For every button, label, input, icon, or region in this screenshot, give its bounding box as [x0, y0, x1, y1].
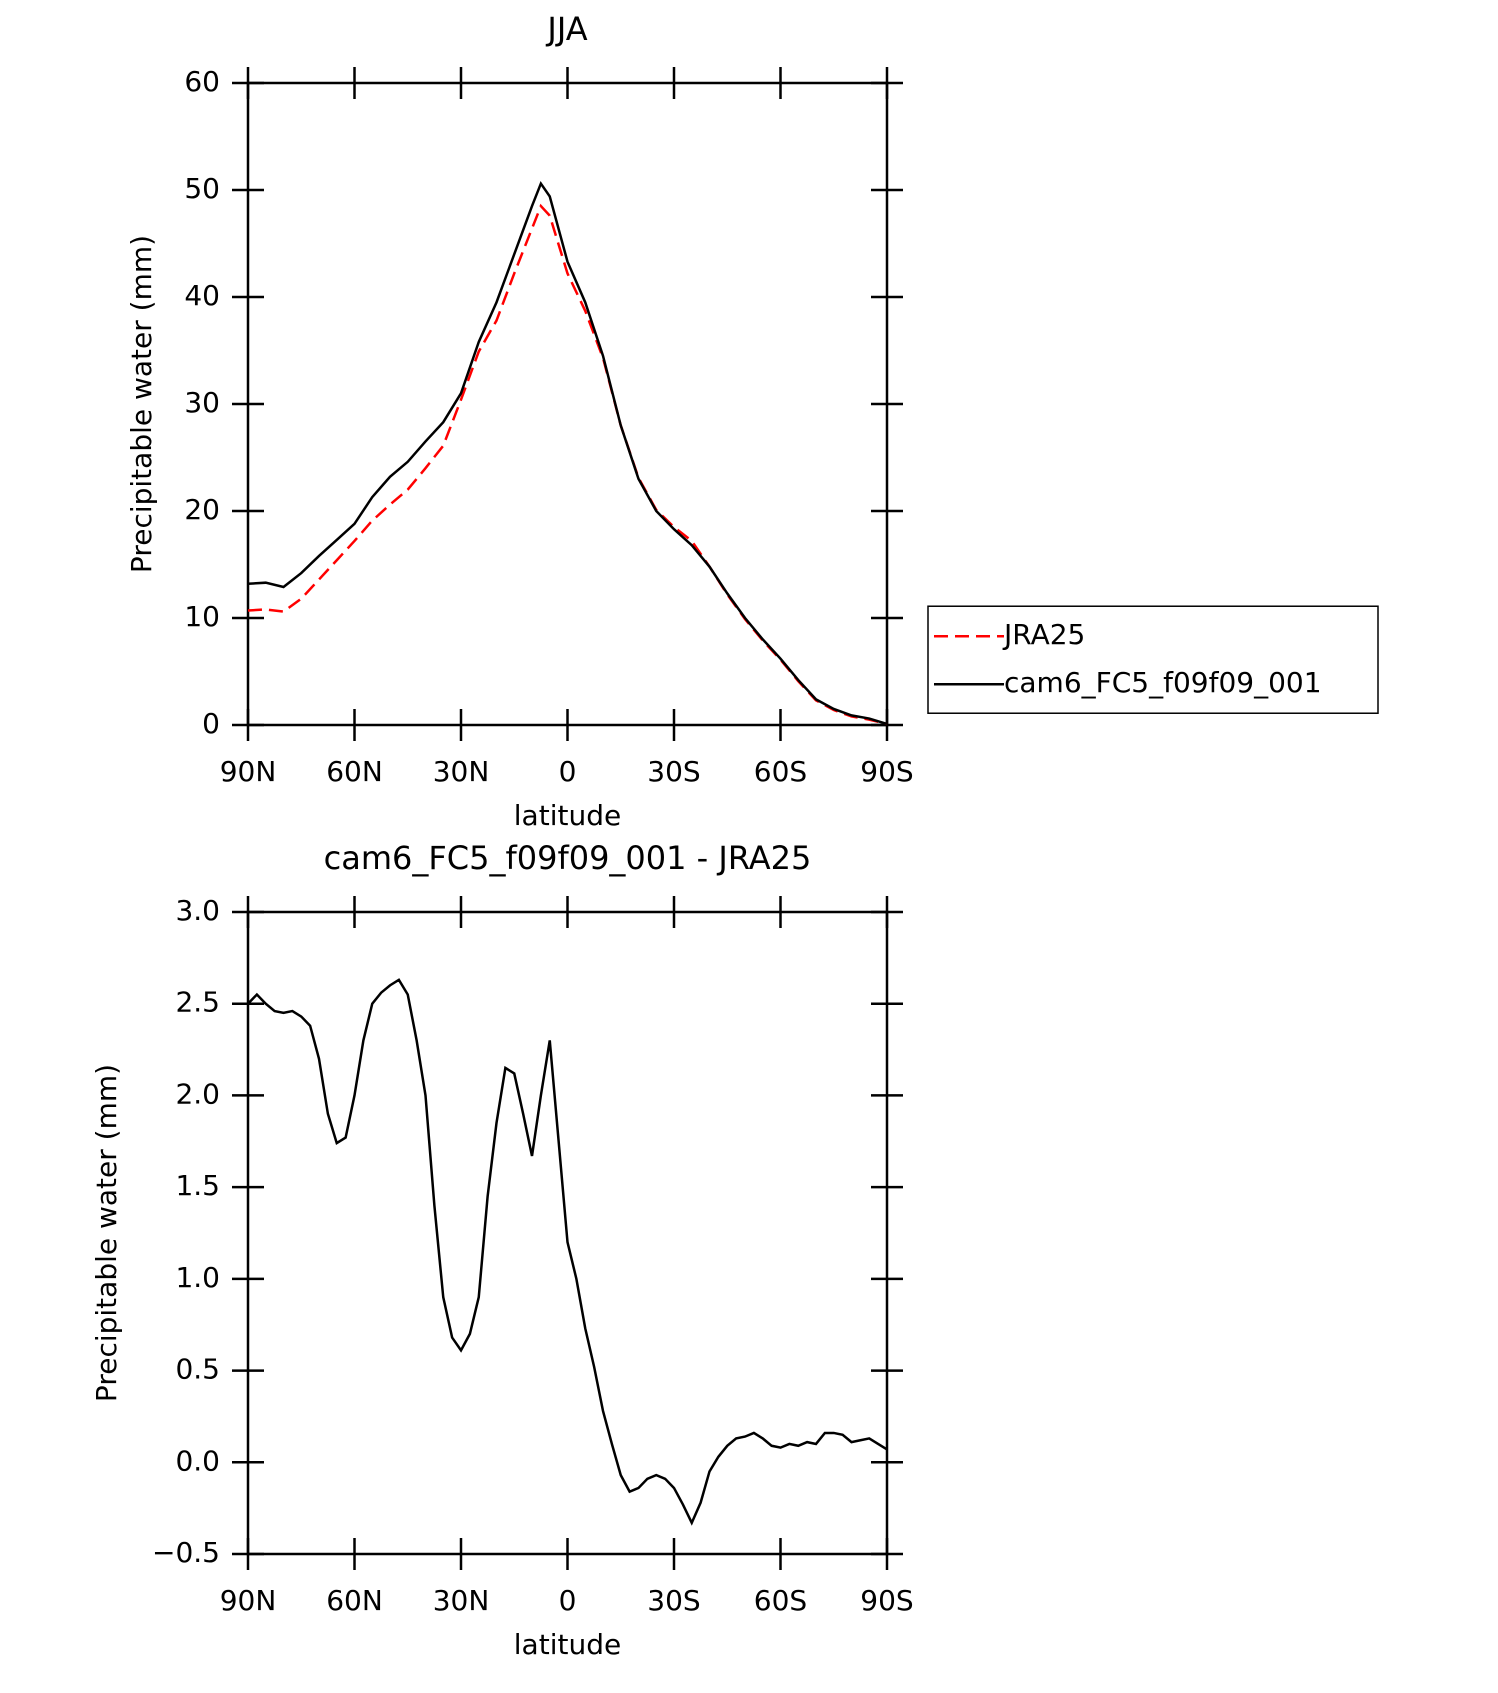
legend-box [927, 605, 1379, 714]
x-tick-label: 90N [220, 755, 277, 788]
x-tick-label: 90S [860, 755, 913, 788]
x-tick-label: 60N [326, 755, 383, 788]
y-tick-label: 3.0 [175, 894, 220, 927]
data-line [247, 978, 888, 1526]
x-tick-label: 30N [433, 1584, 490, 1617]
y-tick-label: 60 [184, 65, 220, 98]
plot-frame [246, 81, 889, 727]
y-tick-label: 0.5 [175, 1353, 220, 1386]
x-tick-label: 60S [754, 755, 807, 788]
x-axis-label: latitude [514, 799, 621, 832]
y-tick-label: 1.5 [175, 1169, 220, 1202]
y-tick-label: 0 [202, 707, 220, 740]
data-line [247, 180, 888, 726]
x-tick-label: 30N [433, 755, 490, 788]
x-tick-label: 0 [559, 1584, 577, 1617]
x-tick-label: 90S [860, 1584, 913, 1617]
legend-label: JRA25 [1002, 618, 1085, 651]
y-tick-label: 40 [184, 279, 220, 312]
y-tick-label: 0.0 [175, 1444, 220, 1477]
legend-label: cam6_FC5_f09f09_001 [1004, 666, 1322, 699]
y-tick-label: 30 [184, 386, 220, 419]
y-tick-label: 2.5 [175, 986, 220, 1019]
x-tick-label: 90N [220, 1584, 277, 1617]
chart-title: cam6_FC5_f09f09_001 - JRA25 [324, 839, 812, 877]
x-tick-label: 60N [326, 1584, 383, 1617]
y-tick-label: −0.5 [152, 1536, 220, 1569]
y-tick-label: 2.0 [175, 1077, 220, 1110]
y-tick-label: 1.0 [175, 1261, 220, 1294]
y-axis-label: Precipitable water (mm) [90, 1064, 123, 1402]
x-tick-label: 60S [754, 1584, 807, 1617]
y-axis-label: Precipitable water (mm) [125, 235, 158, 573]
y-tick-label: 20 [184, 493, 220, 526]
chart-title: JJA [545, 10, 587, 48]
x-tick-label: 30S [647, 755, 700, 788]
x-tick-label: 0 [559, 755, 577, 788]
data-line [247, 203, 888, 726]
x-axis-label: latitude [514, 1628, 621, 1661]
x-tick-label: 30S [647, 1584, 700, 1617]
y-tick-label: 10 [184, 600, 220, 633]
y-tick-label: 50 [184, 172, 220, 205]
